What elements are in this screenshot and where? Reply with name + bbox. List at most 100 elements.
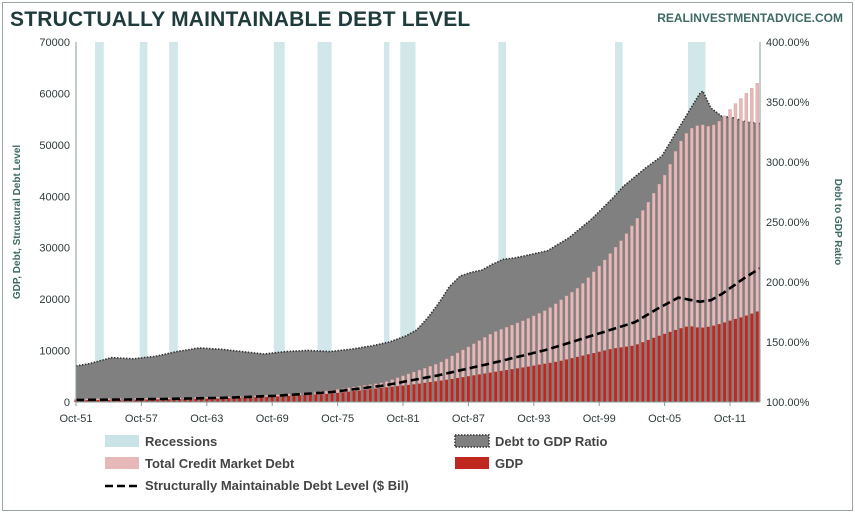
- gdp-bar: [466, 376, 470, 402]
- gdp-bar: [357, 390, 361, 402]
- gdp-bar: [635, 344, 639, 402]
- gdp-bar: [701, 327, 705, 402]
- gdp-bar: [156, 399, 160, 402]
- gdp-bar: [674, 329, 678, 402]
- gdp-bar: [728, 320, 732, 402]
- gdp-bar: [145, 399, 149, 402]
- legend-label: Debt to GDP Ratio: [495, 434, 607, 449]
- y-right-tick-label: 400.00%: [766, 37, 810, 49]
- y-left-tick-label: 50000: [39, 140, 70, 152]
- gdp-bar: [532, 365, 536, 402]
- source-label: REALINVESTMENTADVICE.COM: [657, 11, 843, 25]
- gdp-bars: [74, 311, 759, 402]
- gdp-bar: [276, 396, 280, 402]
- gdp-bar: [363, 389, 367, 402]
- y-left-tick-label: 20000: [39, 294, 70, 306]
- gdp-bar: [401, 385, 405, 402]
- gdp-bar: [308, 394, 312, 402]
- gdp-bar: [521, 367, 525, 402]
- gdp-bar: [319, 394, 323, 402]
- x-tick-label: Oct-87: [452, 413, 485, 425]
- gdp-bar: [107, 399, 111, 402]
- gdp-bar: [428, 382, 432, 402]
- recession-band: [317, 42, 332, 402]
- y-right-axis-title: Debt to GDP Ratio: [832, 179, 843, 265]
- y-right-tick-label: 250.00%: [766, 217, 810, 229]
- gdp-bar: [238, 397, 242, 402]
- gdp-bar: [526, 366, 530, 402]
- gdp-bar: [129, 399, 133, 402]
- gdp-bar: [232, 397, 236, 402]
- gdp-bar: [396, 386, 400, 402]
- legend-label: GDP: [495, 456, 524, 471]
- gdp-bar: [575, 356, 579, 402]
- gdp-bar: [412, 384, 416, 402]
- gdp-bar: [199, 398, 203, 402]
- gdp-bar: [461, 377, 465, 402]
- gdp-bar: [586, 354, 590, 402]
- gdp-bar: [739, 317, 743, 402]
- gdp-bar: [477, 374, 481, 402]
- gdp-bar: [663, 333, 667, 402]
- legend-swatch-gdp: [455, 457, 489, 469]
- x-tick-label: Oct-63: [190, 413, 223, 425]
- y-left-axis-title: GDP, Debt, Structural Debt Level: [12, 145, 23, 300]
- gdp-bar: [679, 328, 683, 402]
- gdp-bar: [287, 395, 291, 402]
- gdp-bar: [314, 394, 318, 402]
- gdp-bar: [723, 322, 727, 402]
- gdp-bar: [548, 362, 552, 402]
- gdp-bar: [483, 373, 487, 402]
- gdp-bar: [690, 326, 694, 402]
- y-right-tick-label: 150.00%: [766, 337, 810, 349]
- gdp-bar: [112, 399, 116, 402]
- gdp-bar: [614, 348, 618, 402]
- x-tick-label: Oct-51: [59, 413, 92, 425]
- gdp-bar: [248, 397, 252, 402]
- gdp-bar: [161, 399, 165, 402]
- gdp-bar: [374, 388, 378, 402]
- gdp-bar: [641, 342, 645, 402]
- y-right-tick-label: 100.00%: [766, 397, 810, 409]
- gdp-bar: [537, 364, 541, 402]
- gdp-bar: [695, 327, 699, 402]
- gdp-bar: [565, 359, 569, 402]
- gdp-bar: [624, 346, 628, 402]
- gdp-bar: [227, 398, 231, 402]
- legend: Recessions Debt to GDP Ratio Total Credit …: [105, 434, 607, 493]
- x-tick-label: Oct-69: [256, 413, 289, 425]
- gdp-bar: [336, 392, 340, 402]
- gdp-bar: [515, 368, 519, 402]
- gdp-bar: [456, 378, 460, 402]
- x-tick-label: Oct-11: [714, 413, 746, 425]
- gdp-bar: [167, 399, 171, 402]
- gdp-bar: [150, 399, 154, 402]
- y-right-tick-label: 300.00%: [766, 157, 810, 169]
- legend-label: Total Credit Market Debt: [145, 456, 295, 471]
- gdp-bar: [570, 358, 574, 402]
- y-left-tick-label: 0: [64, 397, 70, 409]
- gdp-bar: [744, 315, 748, 402]
- gdp-bar: [445, 379, 449, 402]
- gdp-bar: [603, 350, 607, 402]
- gdp-bar: [379, 387, 383, 402]
- gdp-bar: [750, 313, 754, 402]
- gdp-bar: [205, 398, 209, 402]
- gdp-bar: [139, 399, 143, 402]
- gdp-bar: [341, 392, 345, 402]
- gdp-bar: [281, 396, 285, 402]
- gdp-bar: [259, 397, 263, 402]
- gdp-bar: [597, 351, 601, 402]
- gdp-bar: [499, 370, 503, 402]
- gdp-bar: [619, 347, 623, 402]
- recession-band: [273, 42, 285, 402]
- gdp-bar: [510, 369, 514, 402]
- gdp-bar: [450, 378, 454, 402]
- chart-title: STRUCTUALLY MAINTAINABLE DEBT LEVEL: [10, 8, 471, 31]
- gdp-bar: [646, 339, 650, 402]
- x-tick-label: Oct-75: [321, 413, 354, 425]
- gdp-bar: [712, 325, 716, 402]
- gdp-bar: [216, 398, 220, 402]
- gdp-bar: [221, 398, 225, 402]
- legend-label: Structurally Maintainable Debt Level ($ …: [145, 478, 409, 493]
